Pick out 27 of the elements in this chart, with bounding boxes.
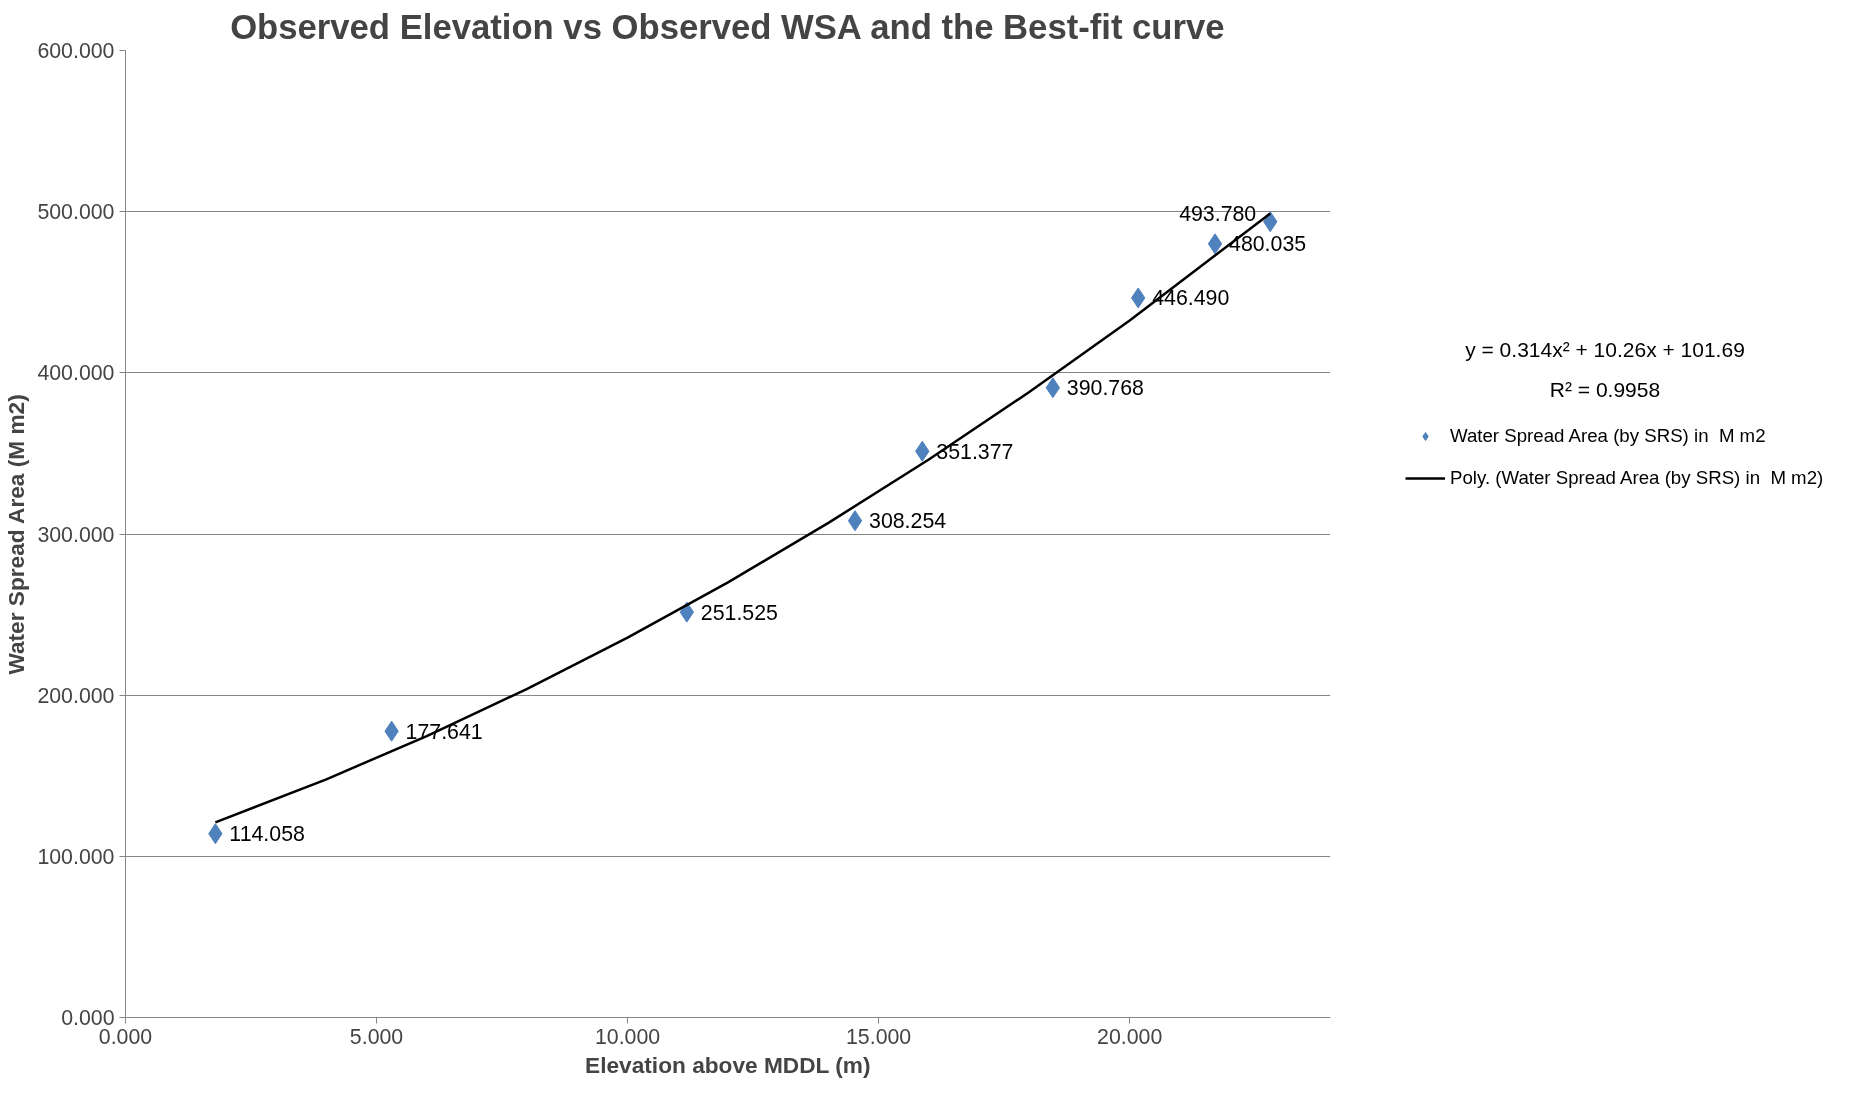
data-label: 351.377	[936, 439, 1014, 464]
y-tick-label: 600.000	[37, 39, 115, 63]
point	[1045, 377, 1061, 399]
data-label: 390.768	[1066, 376, 1144, 401]
text: y = 0.314x² + 10.26x + 101.69	[1465, 337, 1745, 363]
point	[847, 510, 863, 532]
x-tick-label: 10.000	[594, 1024, 661, 1049]
data-label: 308.254	[869, 509, 947, 534]
y-tick-label: 200.000	[37, 683, 115, 708]
y-axis-title: Water Spread Area (M m2)	[3, 394, 30, 675]
data-label: 114.058	[229, 822, 305, 847]
y-tick-label: 500.000	[37, 200, 115, 225]
data-label: 480.035	[1229, 232, 1307, 257]
text: R² = 0.9958	[1549, 377, 1661, 403]
x-tick-label: 20.000	[1097, 1024, 1163, 1049]
point	[1207, 233, 1223, 255]
y-tick-label: 400.000	[37, 361, 115, 386]
legend-label: Water Spread Area (by SRS) in M m2	[1450, 425, 1766, 447]
data-label: 251.525	[700, 600, 778, 625]
data-label: 493.780	[1179, 202, 1257, 227]
chart-title: Observed Elevation vs Observed WSA and the Best-fit curve	[230, 7, 1225, 46]
x-axis-title: Elevation above MDDL (m)	[585, 1051, 871, 1078]
legend-label: Poly. (Water Spread Area (by SRS) in M m2)	[1450, 467, 1824, 489]
y-tick-label: 300.000	[37, 522, 115, 547]
x-tick-label: 5.000	[349, 1024, 404, 1049]
x-tick-label: 15.000	[846, 1024, 912, 1049]
y-tick-label: 100.000	[37, 844, 115, 869]
